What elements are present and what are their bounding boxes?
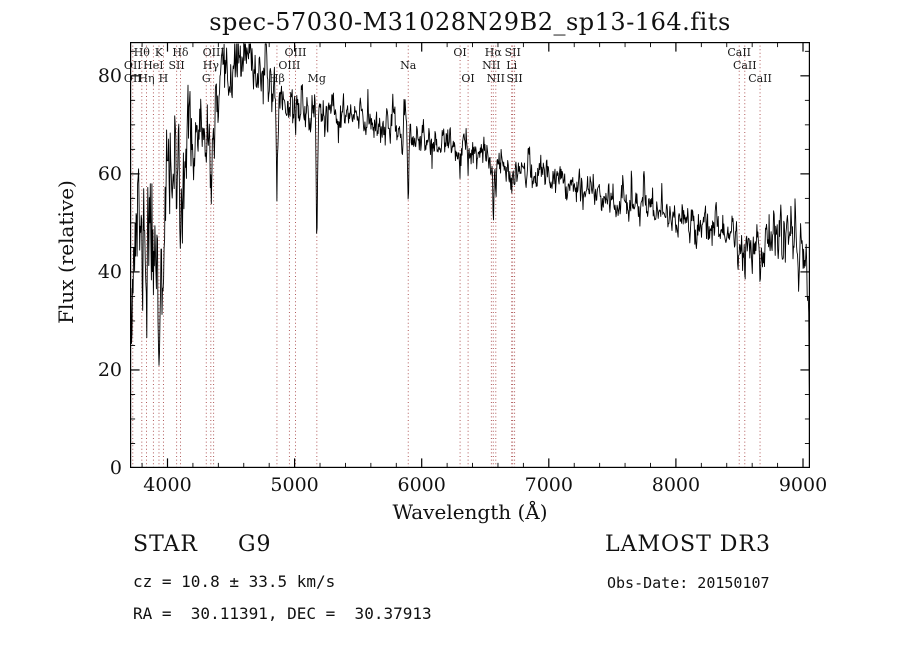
x-tick-label: 7000 bbox=[524, 474, 573, 496]
line-marker-label: Mg bbox=[307, 72, 326, 85]
y-axis-label: Flux (relative) bbox=[54, 180, 78, 324]
line-marker-label: OI bbox=[461, 72, 475, 85]
x-tick-label: 9000 bbox=[778, 474, 828, 496]
y-tick-label: 0 bbox=[109, 457, 122, 479]
ra-dec-value: RA = 30.11391, DEC = 30.37913 bbox=[133, 604, 432, 623]
line-marker-label: SII bbox=[504, 46, 521, 59]
y-tick-label: 20 bbox=[97, 358, 122, 381]
line-marker-label: OIII bbox=[284, 46, 307, 59]
line-marker-label: Hα bbox=[484, 46, 502, 59]
y-tick-label: 80 bbox=[97, 64, 122, 87]
y-tick-label: 40 bbox=[97, 260, 122, 283]
line-marker-label: Li bbox=[506, 59, 518, 72]
line-marker-label: NII bbox=[482, 59, 501, 72]
line-marker-label: CaII bbox=[732, 59, 757, 72]
line-marker-label: Hθ bbox=[133, 46, 150, 59]
line-marker-label: OIII bbox=[278, 59, 301, 72]
line-marker-label: CaII bbox=[727, 46, 752, 59]
x-tick-label: 5000 bbox=[270, 474, 319, 496]
line-marker-label: OII bbox=[123, 72, 142, 85]
plot-area: Hθ K Hδ OIII OIII OI Hα SII CaII OII HeI SII Hγ OIII N… bbox=[124, 42, 810, 468]
spectrum-plot-canvas bbox=[130, 42, 810, 468]
line-marker-label: CaII bbox=[748, 72, 772, 85]
line-marker-label: HeI bbox=[143, 59, 164, 72]
line-marker-label: SII bbox=[168, 59, 185, 72]
plot-title: spec-57030-M31028N29B2_sp13-164.fits bbox=[209, 8, 731, 36]
line-marker-label: H bbox=[158, 72, 169, 85]
object-class-label: STAR G9 bbox=[133, 532, 272, 557]
line-marker-label: G bbox=[201, 72, 211, 85]
line-marker-label: OII bbox=[123, 59, 142, 72]
line-marker-label: K bbox=[154, 46, 164, 59]
line-marker-label: OI bbox=[453, 46, 467, 59]
x-tick-label: 8000 bbox=[651, 474, 701, 496]
line-marker-label: Na bbox=[400, 59, 417, 72]
line-marker-label: Hγ bbox=[202, 59, 219, 72]
cz-value: cz = 10.8 ± 33.5 km/s bbox=[133, 572, 336, 591]
line-marker-label: Hη bbox=[138, 72, 155, 85]
plot-frame bbox=[130, 42, 810, 468]
line-marker-label: NII bbox=[486, 72, 505, 85]
line-marker-label: Hδ bbox=[172, 46, 189, 59]
x-tick-label: 6000 bbox=[397, 474, 446, 496]
line-marker-label: Hβ bbox=[268, 72, 285, 85]
spectrum-trace bbox=[130, 43, 810, 418]
line-marker-label: OIII bbox=[202, 46, 225, 59]
line-marker-label: SII bbox=[506, 72, 523, 85]
y-tick-label: 60 bbox=[97, 162, 122, 185]
survey-label: LAMOST DR3 bbox=[605, 532, 771, 557]
x-axis-label: Wavelength (Å) bbox=[392, 500, 548, 524]
x-tick-label: 4000 bbox=[143, 474, 192, 496]
obs-date: Obs-Date: 20150107 bbox=[607, 574, 770, 592]
